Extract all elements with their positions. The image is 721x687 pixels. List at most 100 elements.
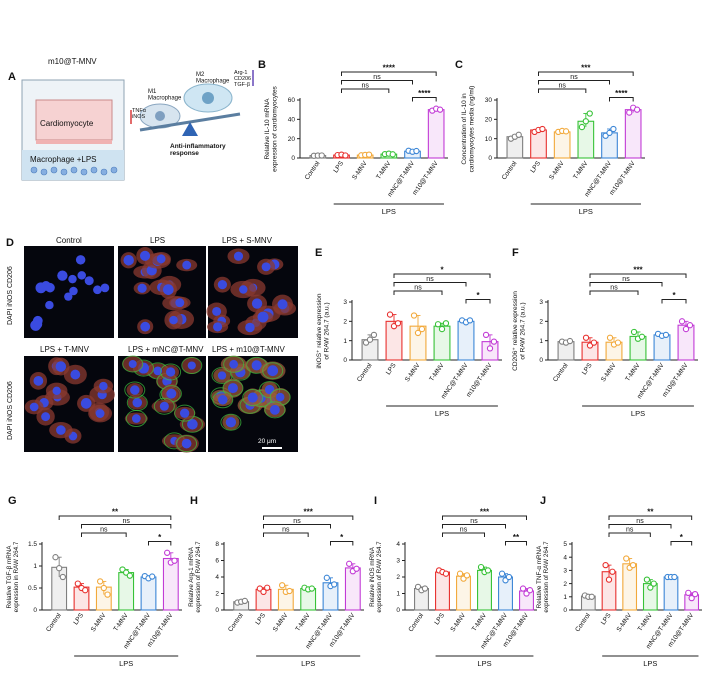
data-point [421, 585, 429, 592]
chart-e: 0 1 2 3 iNOS⁺ relative expressionof RAW 264.… [316, 266, 502, 418]
data-point [486, 345, 494, 352]
nucleus-stain [275, 392, 285, 402]
nucleus-stain [239, 285, 248, 294]
x-tick-label: Control [356, 362, 374, 384]
data-point [434, 321, 442, 328]
significance-bracket [589, 290, 639, 295]
nucleus-stain [166, 388, 177, 399]
nucleus-stain [33, 320, 43, 329]
significance-label: *** [480, 508, 490, 517]
significance-label: ns [470, 518, 478, 525]
x-tick-label: T-MNV [428, 362, 446, 383]
x-tick-label: S-MNV [616, 612, 634, 634]
data-point [366, 336, 374, 343]
data-point [413, 147, 420, 155]
significance-bracket [608, 515, 693, 520]
significance-bracket [538, 71, 634, 76]
data-point [562, 128, 570, 135]
data-point [629, 561, 637, 569]
significance-bracket [589, 273, 687, 278]
y-tick-label: 4 [396, 541, 400, 548]
up-arrow-icon [252, 70, 254, 86]
significance-label: * [340, 533, 344, 542]
scale-bar-label: 20 μm [258, 438, 276, 445]
x-tick-label: T-MNV [471, 612, 489, 633]
data-point [539, 125, 546, 133]
nucleus-stain [137, 283, 147, 293]
data-point [662, 331, 670, 339]
data-point [410, 312, 418, 319]
data-point [582, 334, 590, 341]
data-point [626, 109, 633, 116]
nucleus-stain [64, 292, 73, 301]
nucleus-stain [41, 412, 51, 422]
y-tick-label: 4 [563, 554, 567, 561]
y-tick-label: 3 [563, 568, 567, 575]
membrane-stain [262, 362, 284, 380]
membrane-stain [222, 379, 244, 397]
image-title-lps: LPS [150, 236, 165, 245]
nucleus-stain [251, 298, 263, 309]
significance-bracket [148, 541, 172, 546]
x-tick-label: Control [45, 612, 63, 634]
nucleus-stain [33, 375, 44, 386]
significance-bracket [505, 541, 527, 546]
data-point [442, 320, 450, 327]
bar-m10-t-mnv [427, 109, 445, 159]
data-point [605, 576, 613, 583]
y-tick-label: 0 [539, 357, 543, 364]
m2-markers: Arg-1 CD206 TGF-β [234, 70, 251, 88]
nucleus-stain [140, 321, 151, 332]
nucleus-stain [69, 286, 78, 296]
y-tick-label: 0 [563, 607, 567, 614]
panel-letter-e: E [315, 247, 322, 259]
data-point [606, 334, 614, 341]
y-axis-label: CD206⁺ relative expressionof RAW 264.7 (… [512, 291, 526, 371]
membrane-stain [212, 391, 234, 409]
panel-letter-f: F [512, 247, 519, 259]
data-point [691, 591, 699, 598]
data-point [386, 311, 394, 318]
stain-label-top: DAPI iNOS CD206 [7, 266, 14, 325]
nucleus-stain [123, 254, 134, 266]
data-point [456, 570, 464, 577]
y-tick-label: 3 [539, 299, 543, 306]
y-tick-label: 1 [33, 563, 37, 570]
significance-label: ns [626, 527, 634, 534]
m1-markers: TNFα iNOS [132, 108, 147, 120]
significance-bracket [263, 532, 309, 537]
significance-bracket [442, 524, 506, 529]
data-point [588, 593, 595, 600]
nucleus-stain [80, 398, 92, 409]
data-point [163, 549, 171, 556]
y-axis-label: Concentration of IL-10 incardiomyocytes … [461, 86, 475, 173]
nucleus-stain [277, 299, 288, 310]
bar-t-mnv [477, 569, 492, 611]
x-tick-label: Control [304, 160, 322, 182]
y-axis-label: Relative IL-10 mRNAexpression of cardiom… [264, 85, 278, 171]
y-tick-label: 1 [563, 594, 567, 601]
y-tick-label: 60 [288, 97, 296, 104]
significance-label: *** [303, 508, 313, 517]
panel-letter-g: G [8, 495, 17, 507]
nucleus-stain [217, 280, 228, 290]
x-tick-label: LPS [433, 612, 446, 627]
significance-label: ** [112, 508, 119, 517]
group-label: LPS [579, 207, 593, 216]
nucleus-stain [229, 359, 239, 369]
membrane-stain [181, 357, 203, 375]
x-tick-label: S-MNV [351, 160, 369, 182]
m1-label: M1 Macrophage [148, 89, 182, 102]
significance-bracket [263, 524, 331, 529]
nucleus-stain [57, 270, 68, 281]
nucleus-stain [41, 281, 51, 291]
data-point [264, 584, 271, 591]
x-tick-label: T-MNV [572, 160, 590, 181]
significance-label: ns [282, 527, 290, 534]
x-tick-label: Control [574, 612, 592, 634]
significance-label: ** [513, 533, 520, 542]
data-point [519, 585, 527, 592]
data-point [477, 563, 485, 571]
nucleus-stain [227, 383, 238, 394]
y-tick-label: 0.5 [28, 585, 37, 592]
